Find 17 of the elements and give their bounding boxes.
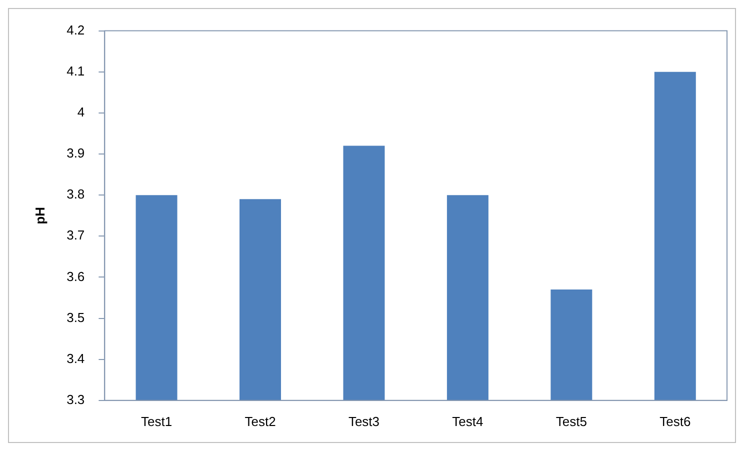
y-tick-label: 3.7 <box>66 228 85 243</box>
x-tick-label: Test6 <box>660 414 691 429</box>
x-tick-label: Test2 <box>244 414 276 429</box>
y-tick-label: 3.6 <box>66 268 85 284</box>
y-tick-label: 3.4 <box>66 350 85 366</box>
y-tick-label: 4 <box>77 104 85 120</box>
x-tick-label: Test3 <box>348 414 380 429</box>
y-tick-label: 3.5 <box>66 310 85 325</box>
x-tick-label: Test5 <box>556 414 587 429</box>
y-tick-label: 4.2 <box>66 22 85 38</box>
y-tick-label: 3.3 <box>66 392 85 407</box>
x-tick-label: Test4 <box>452 414 484 429</box>
y-tick-label: 4.1 <box>66 63 85 78</box>
y-tick-label: 3.9 <box>66 146 85 161</box>
x-tick-label: Test1 <box>140 414 172 429</box>
y-axis-title: pH <box>32 206 48 224</box>
y-tick-label: 3.8 <box>66 186 85 202</box>
